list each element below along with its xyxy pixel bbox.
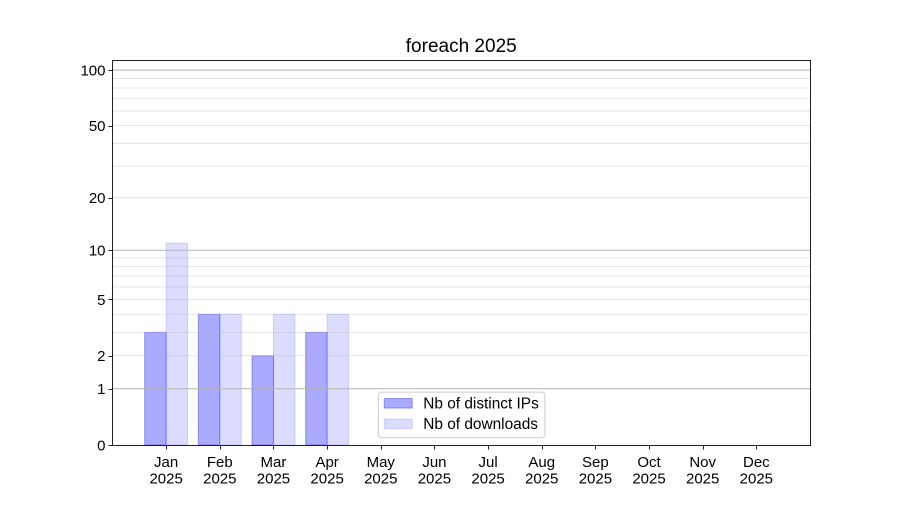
svg-text:Apr: Apr (315, 454, 338, 471)
svg-text:100: 100 (80, 62, 105, 79)
svg-text:2025: 2025 (418, 470, 451, 487)
svg-text:Mar: Mar (261, 454, 287, 471)
svg-text:2025: 2025 (149, 470, 182, 487)
svg-text:2025: 2025 (310, 470, 343, 487)
svg-text:Sep: Sep (582, 454, 609, 471)
svg-text:2025: 2025 (632, 470, 665, 487)
svg-text:Jul: Jul (478, 454, 497, 471)
svg-text:10: 10 (89, 243, 106, 260)
svg-text:foreach 2025: foreach 2025 (406, 36, 517, 57)
svg-text:2025: 2025 (525, 470, 558, 487)
svg-text:2025: 2025 (471, 470, 504, 487)
svg-text:Feb: Feb (207, 454, 233, 471)
svg-text:2025: 2025 (740, 470, 773, 487)
svg-text:1: 1 (97, 381, 105, 398)
svg-text:50: 50 (89, 118, 106, 135)
svg-text:2025: 2025 (686, 470, 719, 487)
svg-text:Oct: Oct (637, 454, 661, 471)
svg-text:Nov: Nov (689, 454, 716, 471)
svg-text:Jun: Jun (422, 454, 446, 471)
svg-text:0: 0 (97, 437, 105, 454)
svg-text:Nb of distinct IPs: Nb of distinct IPs (423, 396, 539, 413)
svg-text:Nb of downloads: Nb of downloads (423, 416, 538, 433)
svg-text:Jan: Jan (154, 454, 178, 471)
svg-text:2025: 2025 (203, 470, 236, 487)
svg-text:2025: 2025 (364, 470, 397, 487)
svg-text:May: May (367, 454, 396, 471)
svg-text:20: 20 (89, 190, 106, 207)
svg-text:5: 5 (97, 292, 105, 309)
svg-text:2025: 2025 (579, 470, 612, 487)
svg-text:Dec: Dec (743, 454, 770, 471)
svg-text:2: 2 (97, 348, 105, 365)
svg-text:2025: 2025 (257, 470, 290, 487)
svg-text:Aug: Aug (528, 454, 555, 471)
